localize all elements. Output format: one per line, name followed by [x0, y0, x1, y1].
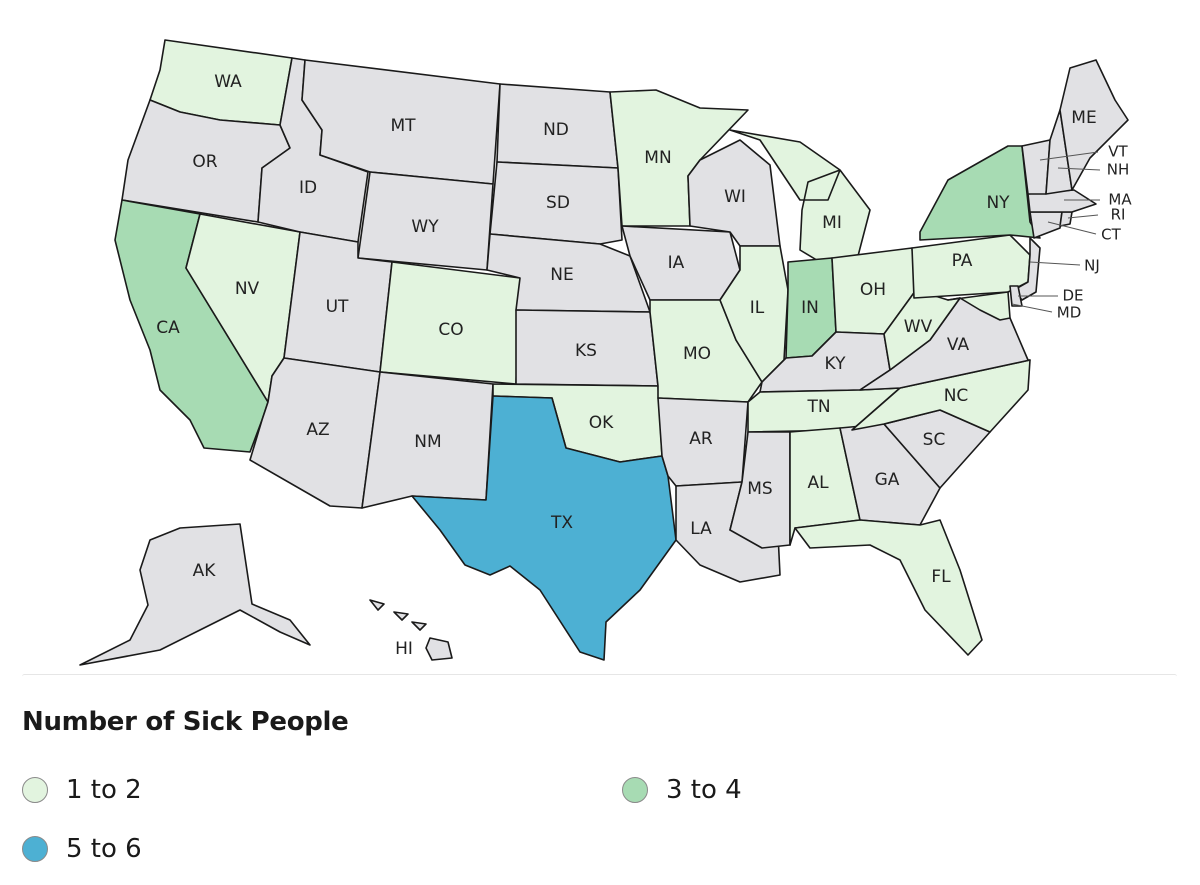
label-ut: UT — [326, 297, 349, 317]
label-ne: NE — [550, 265, 573, 285]
label-mn: MN — [644, 148, 671, 168]
legend-item-high[interactable]: 5 to 6 — [22, 834, 142, 864]
label-tx: TX — [550, 513, 573, 533]
label-la: LA — [690, 519, 712, 539]
label-nm: NM — [414, 432, 441, 452]
label-sd: SD — [546, 193, 570, 213]
legend-swatch-high — [22, 836, 48, 862]
label-ny: NY — [986, 193, 1010, 213]
label-az: AZ — [306, 420, 329, 440]
label-wi: WI — [724, 187, 746, 207]
state-ct[interactable] — [1029, 211, 1063, 239]
label-wa: WA — [214, 72, 242, 92]
label-or: OR — [192, 152, 217, 172]
legend-item-mid[interactable]: 3 to 4 — [622, 775, 742, 805]
us-map-svg: WA OR CA NV ID MT WY UT AZ CO NM ND SD N… — [79, 39, 1132, 666]
legend-item-low[interactable]: 1 to 2 — [22, 775, 142, 805]
label-wy: WY — [411, 217, 439, 237]
label-sc: SC — [923, 430, 946, 450]
label-in: IN — [801, 298, 819, 318]
state-ak[interactable] — [79, 523, 311, 666]
label-va: VA — [947, 335, 970, 355]
label-hi: HI — [395, 639, 413, 659]
us-map: WA OR CA NV ID MT WY UT AZ CO NM ND SD N… — [79, 39, 1132, 666]
leader-nh — [1057, 167, 1101, 171]
label-ky: KY — [825, 354, 847, 374]
state-me[interactable] — [1059, 59, 1129, 191]
label-oh: OH — [860, 280, 886, 300]
label-nv: NV — [235, 279, 260, 299]
label-ar: AR — [689, 429, 713, 449]
label-nj: NJ — [1084, 257, 1100, 275]
label-me: ME — [1071, 108, 1096, 128]
label-wv: WV — [904, 317, 933, 337]
label-ca: CA — [156, 318, 180, 338]
state-ny[interactable] — [919, 145, 1041, 241]
legend-swatch-low — [22, 777, 48, 803]
label-mo: MO — [683, 344, 711, 364]
label-de: DE — [1062, 287, 1083, 305]
legend-label-low: 1 to 2 — [66, 775, 142, 805]
label-ct: CT — [1101, 226, 1121, 244]
label-mt: MT — [390, 116, 416, 136]
label-nd: ND — [543, 120, 569, 140]
leader-ri — [1067, 214, 1099, 219]
label-vt: VT — [1108, 143, 1128, 161]
state-tx[interactable] — [411, 395, 677, 661]
legend-swatch-mid — [622, 777, 648, 803]
legend-title: Number of Sick People — [22, 707, 349, 737]
legend-label-high: 5 to 6 — [66, 834, 142, 864]
label-ri: RI — [1111, 206, 1126, 224]
label-ma: MA — [1108, 191, 1132, 209]
label-pa: PA — [952, 251, 973, 271]
state-sd[interactable] — [489, 161, 623, 245]
label-fl: FL — [931, 567, 951, 587]
label-il: IL — [750, 298, 765, 318]
label-ks: KS — [575, 341, 597, 361]
label-nc: NC — [944, 386, 969, 406]
leader-ct — [1047, 221, 1097, 235]
label-tn: TN — [806, 397, 830, 417]
label-ak: AK — [193, 561, 217, 581]
leader-md — [1011, 303, 1053, 313]
label-ms: MS — [747, 479, 772, 499]
state-ri[interactable] — [1059, 211, 1073, 227]
label-al: AL — [807, 473, 829, 493]
state-nc[interactable] — [851, 359, 1031, 433]
label-mi: MI — [822, 213, 842, 233]
label-ia: IA — [668, 253, 685, 273]
state-fl[interactable] — [794, 519, 983, 656]
legend-label-mid: 3 to 4 — [666, 775, 742, 805]
state-md[interactable] — [947, 291, 1011, 321]
leader-vt — [1039, 151, 1099, 161]
state-hi[interactable] — [369, 599, 453, 661]
legend-divider — [22, 674, 1177, 679]
label-ga: GA — [875, 470, 900, 490]
label-id: ID — [299, 178, 317, 198]
leader-nj — [1029, 261, 1081, 266]
label-co: CO — [438, 320, 463, 340]
label-nh: NH — [1107, 161, 1130, 179]
label-ok: OK — [589, 413, 614, 433]
label-md: MD — [1057, 304, 1082, 322]
